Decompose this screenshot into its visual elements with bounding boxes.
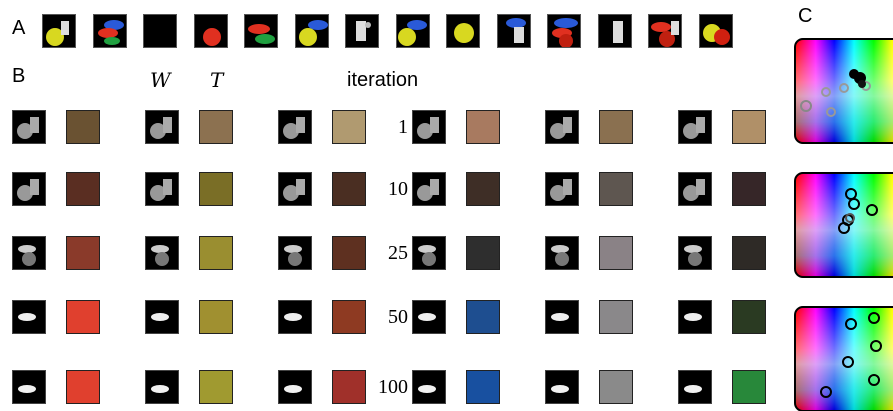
color-swatch bbox=[732, 172, 766, 206]
weight-thumbnail bbox=[145, 370, 179, 404]
scene-image bbox=[547, 14, 581, 48]
color-swatch bbox=[466, 370, 500, 404]
weight-thumbnail bbox=[545, 236, 579, 270]
weight-thumbnail bbox=[545, 110, 579, 144]
scene-image bbox=[345, 14, 379, 48]
panel-label-b: B bbox=[12, 65, 26, 87]
scene-image bbox=[497, 14, 531, 48]
color-swatch bbox=[732, 370, 766, 404]
header-iteration: iteration bbox=[347, 69, 419, 91]
weight-thumbnail bbox=[545, 370, 579, 404]
iteration-label: 25 bbox=[388, 242, 408, 264]
iteration-label: 1 bbox=[398, 116, 408, 138]
weight-thumbnail bbox=[678, 300, 712, 334]
color-wheel-3 bbox=[794, 306, 893, 411]
color-swatch bbox=[199, 236, 233, 270]
color-swatch bbox=[199, 172, 233, 206]
color-swatch bbox=[732, 236, 766, 270]
weight-thumbnail bbox=[412, 236, 446, 270]
color-swatch bbox=[732, 110, 766, 144]
weight-thumbnail bbox=[145, 172, 179, 206]
color-swatch bbox=[599, 300, 633, 334]
color-swatch bbox=[66, 300, 100, 334]
color-swatch bbox=[599, 236, 633, 270]
color-swatch bbox=[466, 300, 500, 334]
iteration-label: 10 bbox=[388, 178, 408, 200]
weight-thumbnail bbox=[278, 110, 312, 144]
color-swatch bbox=[332, 172, 366, 206]
header-w: W bbox=[150, 68, 171, 92]
header-t: T bbox=[210, 68, 224, 92]
panel-label-c: C bbox=[798, 5, 813, 27]
weight-thumbnail bbox=[12, 300, 46, 334]
scene-image bbox=[396, 14, 430, 48]
color-swatch bbox=[332, 300, 366, 334]
weight-thumbnail bbox=[12, 236, 46, 270]
scene-image bbox=[699, 14, 733, 48]
weight-thumbnail bbox=[278, 370, 312, 404]
color-swatch bbox=[66, 110, 100, 144]
panel-label-a: A bbox=[12, 17, 26, 39]
scene-image bbox=[143, 14, 177, 48]
color-swatch bbox=[332, 370, 366, 404]
color-swatch bbox=[332, 236, 366, 270]
color-wheel-1 bbox=[794, 38, 893, 144]
scene-image bbox=[42, 14, 76, 48]
weight-thumbnail bbox=[145, 236, 179, 270]
weight-thumbnail bbox=[412, 172, 446, 206]
weight-thumbnail bbox=[678, 110, 712, 144]
weight-thumbnail bbox=[145, 110, 179, 144]
color-swatch bbox=[466, 110, 500, 144]
weight-thumbnail bbox=[545, 300, 579, 334]
color-swatch bbox=[599, 370, 633, 404]
weight-thumbnail bbox=[412, 300, 446, 334]
weight-thumbnail bbox=[145, 300, 179, 334]
color-swatch bbox=[599, 172, 633, 206]
weight-thumbnail bbox=[12, 172, 46, 206]
color-swatch bbox=[732, 300, 766, 334]
scene-image bbox=[648, 14, 682, 48]
color-wheel-2 bbox=[794, 172, 893, 278]
color-swatch bbox=[66, 172, 100, 206]
color-swatch bbox=[199, 110, 233, 144]
iteration-label: 50 bbox=[388, 306, 408, 328]
scene-image bbox=[598, 14, 632, 48]
scene-image bbox=[446, 14, 480, 48]
color-swatch bbox=[332, 110, 366, 144]
weight-thumbnail bbox=[412, 110, 446, 144]
color-swatch bbox=[66, 370, 100, 404]
color-swatch bbox=[599, 110, 633, 144]
color-swatch bbox=[199, 300, 233, 334]
scene-image bbox=[93, 14, 127, 48]
weight-thumbnail bbox=[12, 370, 46, 404]
scene-image bbox=[295, 14, 329, 48]
scene-image bbox=[244, 14, 278, 48]
weight-thumbnail bbox=[678, 370, 712, 404]
weight-thumbnail bbox=[678, 172, 712, 206]
weight-thumbnail bbox=[278, 236, 312, 270]
weight-thumbnail bbox=[545, 172, 579, 206]
color-swatch bbox=[466, 172, 500, 206]
color-swatch bbox=[466, 236, 500, 270]
weight-thumbnail bbox=[678, 236, 712, 270]
weight-thumbnail bbox=[412, 370, 446, 404]
iteration-label: 100 bbox=[378, 376, 408, 398]
weight-thumbnail bbox=[278, 172, 312, 206]
color-swatch bbox=[199, 370, 233, 404]
color-swatch bbox=[66, 236, 100, 270]
weight-thumbnail bbox=[12, 110, 46, 144]
scene-image bbox=[194, 14, 228, 48]
weight-thumbnail bbox=[278, 300, 312, 334]
